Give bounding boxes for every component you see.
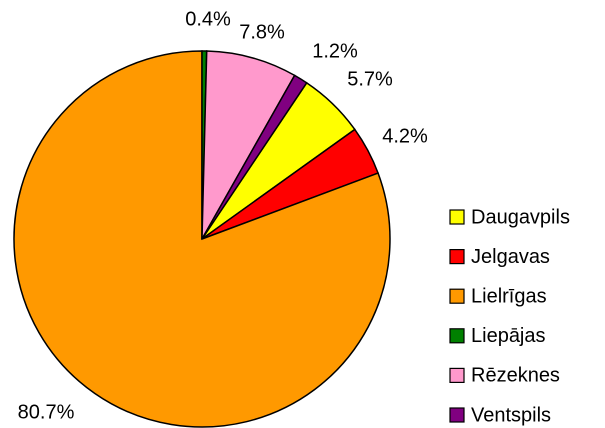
legend-swatch [449,249,465,265]
legend-label: Jelgavas [471,246,550,268]
pie [13,50,391,428]
data-label: 7.8% [239,21,285,43]
legend-label: Lielrīgas [471,285,547,307]
legend-label: Ventspils [471,404,551,426]
legend-label: Rēzeknes [471,365,560,387]
data-label: 80.7% [18,401,75,423]
legend-label: Daugavpils [471,206,570,228]
legend-label: Liepājas [471,325,546,347]
legend-swatch [449,288,465,304]
data-label: 4.2% [382,125,428,147]
legend-swatch [449,209,465,225]
data-label: 1.2% [312,40,358,62]
legend-swatch [449,407,465,423]
legend: Daugavpils Jelgavas Lielrīgas Liepājas Rēzek… [449,206,570,426]
data-labels: 5.7% 4.2% 80.7% 0.4% 7.8% 1.2% [18,8,428,423]
pie-slice [201,50,296,240]
legend-swatch [449,328,465,344]
data-label: 0.4% [185,8,231,30]
legend-swatch [449,367,465,383]
data-label: 5.7% [347,68,393,90]
pie-slice [201,74,308,240]
